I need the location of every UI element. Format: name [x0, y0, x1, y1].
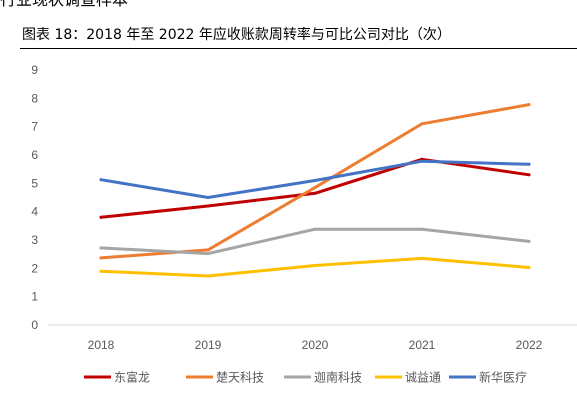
data-point [313, 264, 317, 267]
figure-title: 图表 18：2018 年至 2022 年应收账款周转率与可比公司对比（次） [22, 27, 451, 43]
y-tick-label: 7 [31, 120, 38, 134]
data-point [99, 256, 103, 260]
y-tick-label: 2 [31, 261, 38, 275]
y-tick-label: 9 [31, 63, 38, 77]
data-point [99, 178, 103, 182]
data-point [206, 196, 210, 199]
y-tick-label: 0 [31, 318, 38, 332]
data-point [527, 173, 531, 177]
x-tick-label: 2020 [302, 338, 329, 352]
x-tick-label: 2022 [516, 338, 543, 352]
data-point [527, 162, 531, 166]
data-point [313, 186, 317, 190]
data-point [313, 227, 317, 231]
y-tick-label: 4 [31, 205, 38, 219]
title-divider [20, 48, 577, 49]
data-point [313, 179, 317, 182]
data-point [420, 159, 424, 163]
y-tick-label: 6 [31, 148, 38, 162]
data-point [313, 191, 317, 195]
legend-label: 新华医疗 [479, 370, 527, 385]
legend: 东富龙 楚天科技 迦南科技 诚益通 新华医疗 [84, 370, 527, 385]
data-point [206, 204, 210, 208]
data-point [206, 252, 210, 256]
y-tick-label: 8 [31, 91, 38, 105]
data-point [527, 266, 531, 269]
y-tick-label: 3 [31, 233, 38, 247]
data-point [99, 215, 103, 219]
series-line-2 [99, 227, 531, 256]
y-tick-label: 1 [31, 290, 38, 304]
legend-label: 楚天科技 [216, 371, 264, 385]
data-point [99, 246, 103, 250]
x-tick-label: 2018 [88, 338, 115, 352]
page-header-fragment: 行业现状调查样本 [0, 0, 128, 10]
data-point [420, 227, 424, 231]
legend-label: 诚益通 [405, 371, 441, 385]
data-point [420, 256, 424, 260]
data-point [527, 239, 531, 243]
x-axis-ticks: 2018 2019 2020 2021 2022 [88, 338, 543, 352]
y-axis-ticks: 0 1 2 3 4 5 6 7 8 9 [31, 63, 38, 332]
series-line-3 [99, 256, 531, 278]
series-lines [99, 103, 531, 278]
data-point [206, 274, 210, 278]
data-point [206, 248, 210, 252]
legend-label: 东富龙 [114, 370, 150, 385]
x-tick-label: 2021 [409, 338, 436, 352]
data-point [420, 122, 424, 126]
legend-label: 迦南科技 [314, 370, 362, 385]
data-point [99, 269, 103, 273]
y-tick-label: 5 [31, 176, 38, 190]
x-tick-label: 2019 [195, 338, 222, 352]
data-point [527, 103, 531, 107]
